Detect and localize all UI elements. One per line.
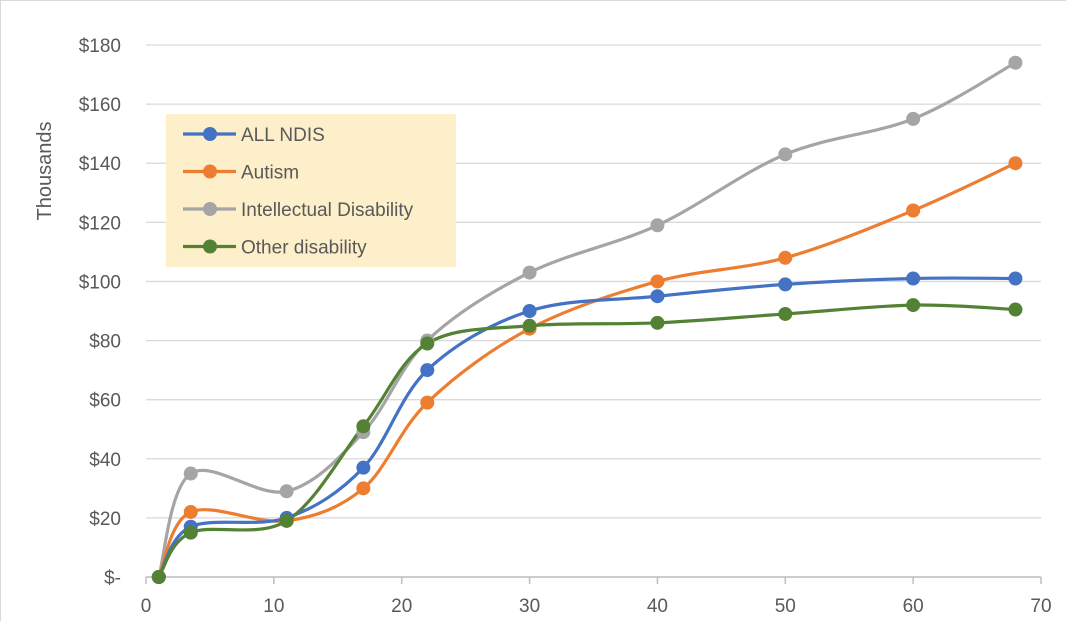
y-tick-label: $80 [89,332,121,353]
data-point [420,363,435,378]
x-tick-label: 70 [1030,596,1051,617]
y-tick-label: $40 [89,450,121,471]
legend-swatch-marker [203,127,217,141]
data-point [650,289,665,304]
x-tick-label: 60 [903,596,924,617]
legend-swatch-marker [203,164,217,179]
y-tick-label: $120 [79,213,121,234]
data-point [906,271,921,286]
data-point [650,218,665,233]
y-tick-label: $60 [89,391,121,412]
x-tick-label: 50 [775,596,796,617]
series-lines [157,61,1018,579]
y-tick-label: $100 [79,272,121,293]
legend-swatch-marker [203,202,217,216]
data-point [279,513,294,528]
data-point [906,298,921,313]
series-points [151,55,1023,584]
series-line-0 [157,276,1018,579]
x-tick-label: 10 [263,596,284,617]
data-point [356,481,371,496]
x-tick-label: 40 [647,596,668,617]
data-point [1008,156,1023,171]
data-point [356,460,371,475]
series-line-2 [157,61,1018,579]
legend-label: Autism [241,163,299,184]
data-point [778,277,793,292]
data-point [151,570,166,584]
data-point [778,306,793,321]
x-tick-label: 20 [391,596,412,617]
data-point [183,504,198,519]
legend-label: Other disability [241,238,367,259]
y-tick-label: $140 [79,154,121,175]
y-tick-label: $20 [89,509,121,530]
x-tick-label: 30 [519,596,540,617]
data-point [1008,55,1023,70]
data-point [183,525,198,540]
data-point [1008,302,1023,317]
data-point [650,315,665,330]
data-point [420,336,435,351]
data-point [279,484,294,499]
legend-swatch-marker [203,239,217,254]
data-point [522,318,537,333]
data-point [778,147,793,162]
data-point [650,274,665,289]
y-tick-label: $180 [79,36,121,57]
legend-label: ALL NDIS [241,125,325,146]
data-point [420,395,435,410]
legend: ALL NDIS Autism Intellectual Disability Oth… [166,114,456,267]
data-point [522,265,537,280]
series-line-3 [157,303,1018,579]
data-point [778,250,793,265]
data-point [356,419,371,434]
data-point [906,111,921,126]
data-point [522,304,537,318]
data-point [1008,271,1023,286]
legend-label: Intellectual Disability [241,200,414,221]
data-point [183,466,198,481]
series-line-1 [157,161,1018,579]
y-tick-label: $160 [79,95,121,116]
y-axis-title: Thousands [34,122,56,221]
x-tick-label: 0 [141,596,152,617]
axes: $- $20 $40 $60 $80 $100 $120 $140 $160 $180 0 10 20 3… [34,36,1052,617]
data-point [906,203,921,218]
y-tick-label: $- [104,568,121,589]
